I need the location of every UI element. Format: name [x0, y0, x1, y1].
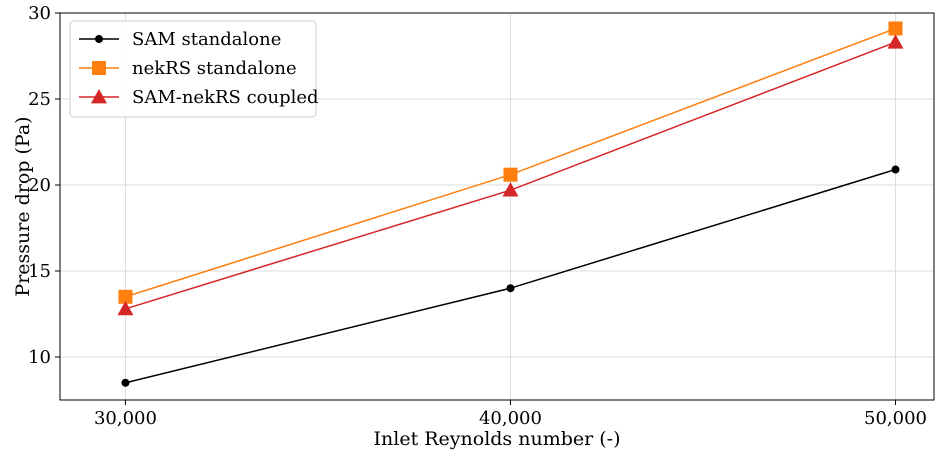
legend-label: SAM-nekRS coupled — [132, 87, 319, 108]
y-tick-label: 15 — [28, 261, 51, 282]
legend: SAM standalone nekRS standalone SAM-nekRS … — [69, 20, 319, 118]
x-tick-label: 50,000 — [864, 408, 927, 429]
data-point-sam-standalone — [506, 284, 515, 293]
legend-marker — [91, 89, 107, 104]
data-point-sam-nekrs-coupled — [117, 300, 134, 316]
data-point-nekrs-standalone — [503, 167, 518, 182]
x-axis-label: Inlet Reynolds number (-) — [374, 428, 621, 450]
y-axis-ticks: 10 15 20 25 30 — [28, 3, 60, 368]
data-point-sam-standalone — [891, 165, 900, 174]
legend-item-nekrs-standalone: nekRS standalone — [79, 58, 297, 79]
y-tick-label: 20 — [28, 175, 51, 196]
y-tick-label: 25 — [28, 89, 51, 110]
x-tick-label: 40,000 — [479, 408, 542, 429]
data-point-nekrs-standalone — [888, 21, 903, 36]
y-tick-label: 30 — [28, 3, 51, 24]
legend-item-sam-standalone: SAM standalone — [79, 29, 281, 50]
data-point-sam-nekrs-coupled — [502, 182, 519, 197]
legend-marker — [92, 61, 106, 75]
data-point-sam-standalone — [121, 378, 130, 387]
x-tick-label: 30,000 — [94, 408, 157, 429]
legend-item-sam-nekrs-coupled: SAM-nekRS coupled — [79, 87, 319, 108]
x-axis-ticks: 30,000 40,000 50,000 — [94, 400, 927, 429]
data-point-sam-nekrs-coupled — [887, 34, 904, 49]
y-axis-label: Pressure drop (Pa) — [12, 116, 34, 296]
data-point-nekrs-standalone — [118, 289, 133, 304]
legend-label: SAM standalone — [132, 29, 281, 50]
plot-frame — [59, 12, 935, 401]
legend-label: nekRS standalone — [132, 58, 297, 79]
legend-frame — [69, 20, 317, 118]
legend-marker — [95, 35, 103, 43]
series-markers — [117, 21, 904, 387]
y-tick-label: 10 — [28, 347, 51, 368]
